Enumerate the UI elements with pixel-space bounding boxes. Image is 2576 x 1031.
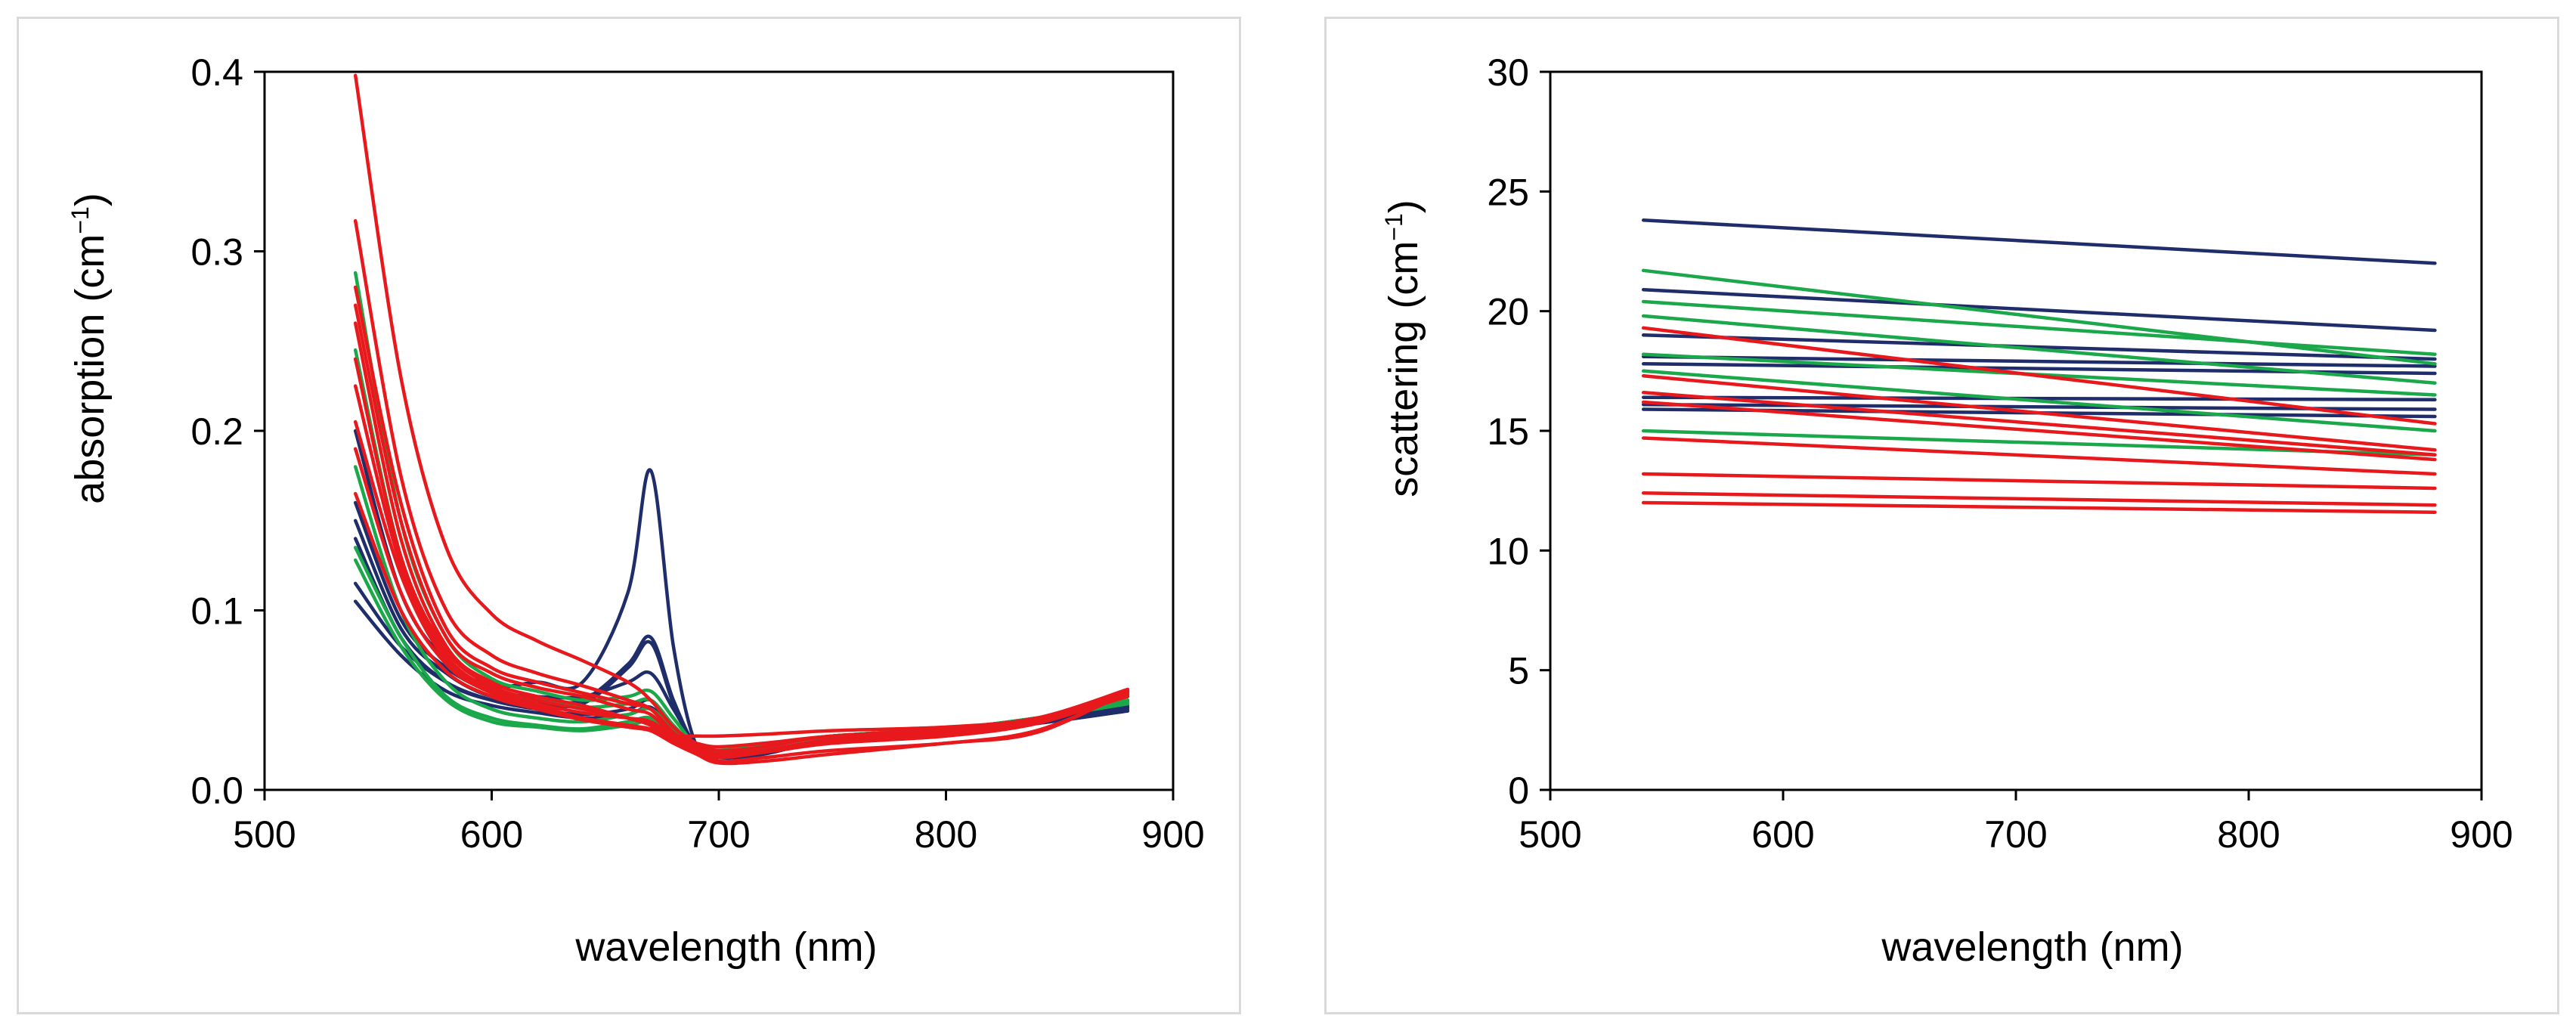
scattering-chart: 500 600 700 800 900 0 5 10 15 20 25 30 scattering (…	[1380, 51, 2513, 970]
absorption-series-line-red-10	[353, 491, 1130, 756]
scattering-x-axis-title: wavelength (nm)	[1881, 924, 2183, 970]
absorption-series-line-green-3	[353, 465, 1130, 754]
scattering-y-tick-label: 25	[1487, 171, 1529, 213]
absorption-y-tick-label: 0.0	[190, 769, 243, 812]
scattering-series-line-red-8	[1641, 500, 2437, 514]
absorption-y-tick-label: 0.3	[190, 231, 243, 274]
scattering-series-line-navy-3	[1641, 333, 2437, 361]
absorption-y-tick-label: 0.1	[190, 590, 243, 633]
absorption-y-axis-title: absorption (cm−1)	[67, 193, 113, 504]
scattering-series-line-red-5	[1641, 436, 2437, 476]
scattering-y-tick-label: 15	[1487, 410, 1529, 453]
scattering-y-tick-label: 0	[1508, 769, 1529, 812]
scattering-series-line-green-3	[1641, 314, 2437, 385]
absorption-y-tick-label: 0.2	[190, 410, 243, 453]
scattering-series-line-green-1	[1641, 268, 2437, 366]
scattering-series-line-navy-1	[1641, 218, 2437, 265]
scattering-y-tick-label: 30	[1487, 51, 1529, 94]
absorption-chart-panel: 500 600 700 800 900 0.0 0.1 0.2 0.3 0.4 absorptio…	[17, 17, 1241, 1014]
scattering-series-line-red-7	[1641, 491, 2437, 507]
scattering-series-line-navy-2	[1641, 287, 2437, 333]
scattering-y-tick-label: 10	[1487, 530, 1529, 572]
absorption-x-tick-label: 800	[915, 813, 977, 856]
absorption-x-tick-label: 600	[460, 813, 523, 856]
absorption-y-tick-label: 0.4	[190, 51, 243, 94]
absorption-series-line-red-3	[353, 285, 1130, 756]
scattering-series-line-red-3	[1641, 391, 2437, 457]
scattering-series-line-red-6	[1641, 472, 2437, 491]
scattering-x-tick-label: 600	[1751, 813, 1814, 856]
absorption-series-line-red-9	[353, 447, 1130, 738]
absorption-plot-frame	[263, 70, 1175, 791]
absorption-plot-area: 500 600 700 800 900 0.0 0.1 0.2 0.3 0.4	[190, 51, 1204, 856]
scattering-series-line-red-1	[1641, 326, 2437, 426]
scattering-x-tick-label: 900	[2450, 813, 2513, 856]
absorption-x-axis-title: wavelength (nm)	[574, 924, 877, 970]
scattering-series-line-green-2	[1641, 299, 2437, 356]
absorption-x-tick-label: 700	[687, 813, 750, 856]
scattering-plot-area: 500 600 700 800 900 0 5 10 15 20 25 30	[1487, 51, 2513, 856]
scattering-x-tick-label: 500	[1519, 813, 1581, 856]
scattering-series-line-green-5	[1641, 369, 2437, 433]
absorption-chart: 500 600 700 800 900 0.0 0.1 0.2 0.3 0.4 absorptio…	[67, 51, 1205, 970]
scattering-y-tick-label: 20	[1487, 291, 1529, 333]
absorption-x-tick-label: 900	[1141, 813, 1204, 856]
scattering-chart-panel: 500 600 700 800 900 0 5 10 15 20 25 30 scattering (…	[1324, 17, 2559, 1014]
scattering-y-axis-title: scattering (cm−1)	[1380, 200, 1426, 497]
scattering-x-tick-label: 800	[2217, 813, 2280, 856]
scattering-series-line-navy-4	[1641, 355, 2437, 368]
absorption-series-line-red-6	[353, 357, 1130, 760]
absorption-series-line-red-7	[353, 384, 1130, 749]
scattering-y-tick-label: 5	[1508, 650, 1529, 692]
scattering-series-line-navy-6	[1641, 395, 2437, 402]
scattering-x-tick-label: 700	[1984, 813, 2047, 856]
scattering-series-line-red-4	[1641, 400, 2437, 462]
absorption-series-line-red-1	[353, 73, 1130, 753]
absorption-series-line-red-4	[353, 303, 1130, 758]
absorption-x-tick-label: 500	[233, 813, 296, 856]
scattering-series-line-red-2	[1641, 373, 2437, 452]
